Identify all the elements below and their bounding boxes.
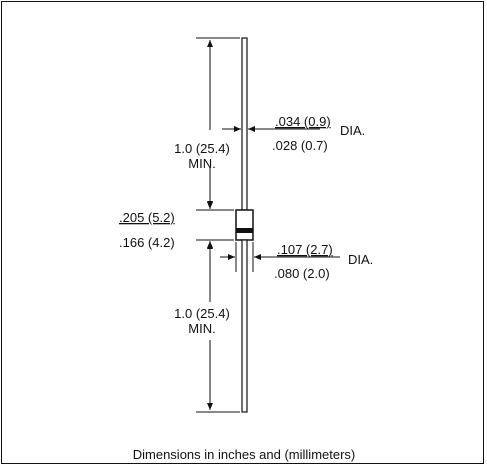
lead-diameter-min-label: .028 (0.7) [272,138,328,153]
upper-lead-length-dimension [196,37,240,211]
lower-lead [241,239,248,413]
lower-lead-length-label: 1.0 (25.4) [174,306,230,321]
body-diameter-dimension [220,242,340,272]
diode-body [235,209,254,241]
lead-diameter-max-label: .034 (0.9) [275,114,331,129]
upper-lead [241,37,248,211]
lead-diameter-suffix: DIA. [340,123,365,138]
body-length-max-label: .205 (5.2) [119,210,175,225]
cathode-band [236,228,253,233]
lower-lead-length-dimension [196,242,240,413]
body-length-min-label: .166 (4.2) [119,235,175,250]
body-length-dimension [196,196,234,254]
lower-lead-min-label: MIN. [188,321,215,336]
body-diameter-min-label: .080 (2.0) [274,266,330,281]
upper-lead-length-label: 1.0 (25.4) [174,141,230,156]
footer-caption: Dimensions in inches and (millimeters) [133,447,356,462]
upper-lead-min-label: MIN. [188,156,215,171]
body-diameter-max-label: .107 (2.7) [277,242,333,257]
body-diameter-suffix: DIA. [348,252,373,267]
